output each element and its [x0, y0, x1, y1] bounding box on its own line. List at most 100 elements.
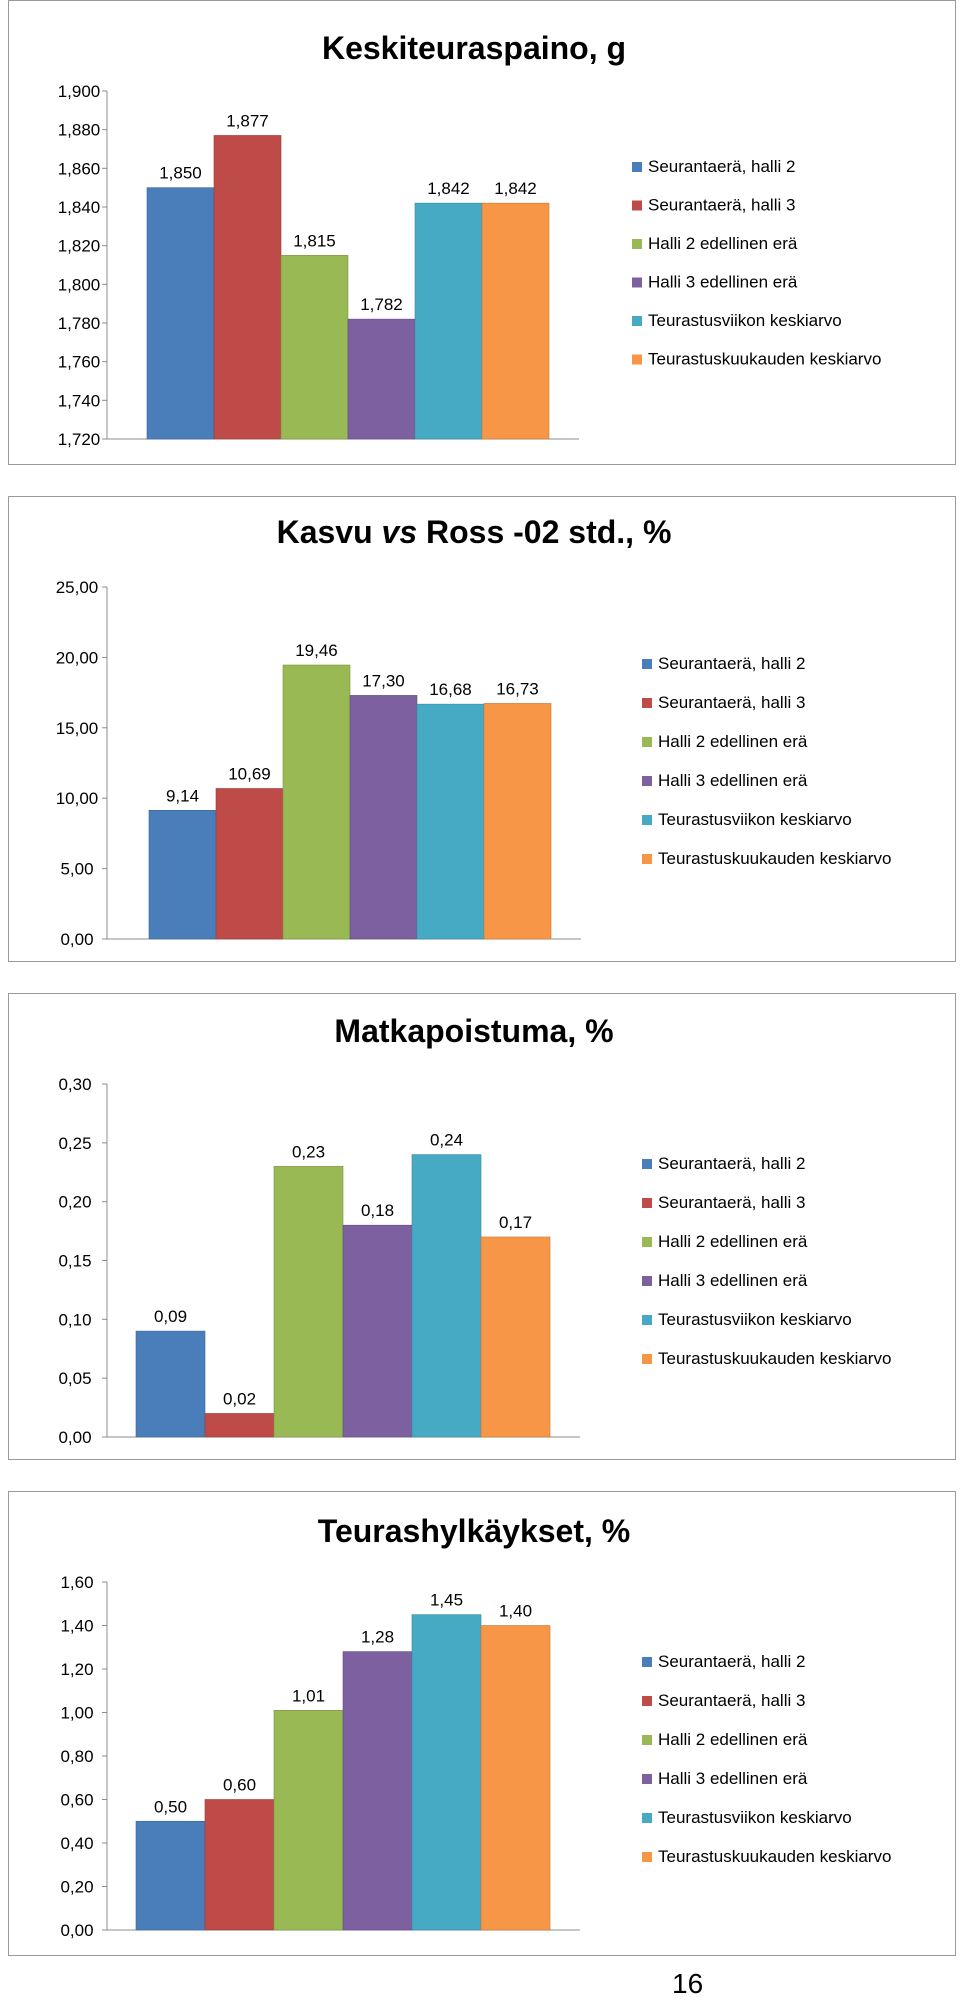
chart4-bar — [342, 1651, 413, 1931]
chart4-bar — [480, 1625, 551, 1931]
chart4-legend-swatch — [642, 1657, 652, 1667]
chart2-bar — [349, 695, 418, 940]
chart1-bar — [213, 135, 282, 440]
chart4-legend-label: Seurantaerä, halli 3 — [658, 1691, 805, 1710]
chart1-data-label: 1,815 — [293, 231, 336, 250]
chart2-legend-label: Teurastusviikon keskiarvo — [658, 810, 852, 829]
chart1-y-tick-label: 1,820 — [58, 237, 101, 256]
chart3-y-tick-label: 0,25 — [58, 1134, 91, 1153]
chart4-bar — [204, 1799, 275, 1931]
chart1-bar — [146, 187, 215, 440]
chart2-y-tick-label: 5,00 — [60, 860, 93, 879]
chart4-legend-label: Halli 2 edellinen erä — [658, 1730, 808, 1749]
chart1-y-tick-label: 1,880 — [58, 121, 101, 140]
chart3-data-label: 0,24 — [430, 1131, 463, 1150]
chart2-y-tick-label: 10,00 — [56, 789, 99, 808]
chart1-y-tick-label: 1,780 — [58, 314, 101, 333]
chart2-legend-label: Teurastuskuukauden keskiarvo — [658, 849, 891, 868]
chart4-y-tick-label: 1,20 — [60, 1660, 93, 1679]
chart1-bar — [347, 318, 416, 440]
chart3-legend-swatch — [642, 1237, 652, 1247]
chart3-y-tick-label: 0,05 — [58, 1369, 91, 1388]
chart1-y-tick-label: 1,860 — [58, 159, 101, 178]
chart1-legend-label: Halli 2 edellinen erä — [648, 234, 798, 253]
chart4-data-label: 1,45 — [430, 1591, 463, 1610]
chart4-legend-label: Seurantaerä, halli 2 — [658, 1652, 805, 1671]
chart2-legend-swatch — [642, 776, 652, 786]
chart1-data-label: 1,877 — [226, 111, 269, 130]
chart1-legend-swatch — [632, 354, 642, 365]
chart-panel-kasvu: Kasvu vs Ross -02 std., % 0,00 5,00 10,00 15… — [8, 496, 956, 962]
chart2-data-label: 9,14 — [166, 786, 199, 805]
chart1-legend-swatch — [632, 277, 642, 288]
chart4-y-tick-label: 0,40 — [60, 1834, 93, 1853]
chart1-bar — [481, 202, 550, 440]
chart4-y-tick-label: 0,00 — [60, 1921, 93, 1940]
chart2-bar — [483, 703, 552, 940]
chart1-legend-label: Teurastuskuukauden keskiarvo — [648, 350, 881, 369]
chart-teurashylkaykset: Teurashylkäykset, % 0,00 0,20 0,40 0,60 0,80 1… — [60, 1513, 891, 1940]
chart2-data-label: 17,30 — [362, 671, 405, 690]
chart1-y-tick-label: 1,900 — [58, 82, 101, 101]
chart4-data-label: 0,60 — [223, 1776, 256, 1795]
chart4-legend-swatch — [642, 1696, 652, 1706]
chart4-data-label: 0,50 — [154, 1797, 187, 1816]
chart1-bar — [414, 202, 483, 440]
chart3-data-label: 0,18 — [361, 1201, 394, 1220]
chart1-data-label: 1,782 — [360, 295, 403, 314]
chart-keskiteuraspaino: Keskiteuraspaino, g 1,720 1,740 1,760 1,780 1… — [58, 30, 882, 449]
chart3-legend-swatch — [642, 1354, 652, 1364]
chart3-legend-swatch — [642, 1198, 652, 1208]
chart4-legend-swatch — [642, 1813, 652, 1823]
chart2-legend-swatch — [642, 815, 652, 825]
chart3-legend-swatch — [642, 1159, 652, 1169]
chart4-bar — [273, 1710, 344, 1931]
chart3-data-label: 0,02 — [223, 1389, 256, 1408]
chart-matkapoistuma: Matkapoistuma, % 0,00 0,05 0,10 0,15 0,20 0,25… — [58, 1013, 891, 1447]
chart2-bar — [215, 788, 284, 940]
chart2-data-label: 10,69 — [228, 764, 271, 783]
chart1-legend-label: Halli 3 edellinen erä — [648, 273, 798, 292]
chart2-y-tick-label: 0,00 — [60, 930, 93, 949]
chart2-bar — [148, 810, 217, 940]
chart4-title: Teurashylkäykset, % — [318, 1513, 630, 1549]
chart2-bar — [282, 664, 351, 940]
chart2-bar — [416, 703, 485, 940]
chart3-y-tick-label: 0,20 — [58, 1193, 91, 1212]
chart1-legend-label: Seurantaerä, halli 3 — [648, 196, 795, 215]
page-number: 16 — [672, 1968, 704, 1999]
chart1-legend-swatch — [632, 316, 642, 326]
chart3-y-tick-label: 0,00 — [58, 1428, 91, 1447]
chart2-legend-swatch — [642, 854, 652, 864]
chart-panel-teurashylkaykset: Teurashylkäykset, % 0,00 0,20 0,40 0,60 0,80 1… — [8, 1491, 956, 1956]
chart3-legend-label: Halli 2 edellinen erä — [658, 1232, 808, 1251]
chart-panel-keskiteuraspaino: Keskiteuraspaino, g 1,720 1,740 1,760 1,780 1… — [8, 0, 956, 465]
chart3-data-label: 0,09 — [154, 1307, 187, 1326]
chart3-legend-label: Seurantaerä, halli 2 — [658, 1154, 805, 1173]
chart2-legend-swatch — [642, 737, 652, 747]
chart4-bar — [411, 1614, 482, 1931]
chart2-data-label: 16,73 — [496, 679, 539, 698]
chart4-data-label: 1,01 — [292, 1686, 325, 1705]
chart2-title: Kasvu vs Ross -02 std., % — [277, 514, 672, 550]
chart2-y-tick-label: 25,00 — [56, 578, 99, 597]
chart4-y-tick-label: 1,00 — [60, 1704, 93, 1723]
chart1-legend-label: Teurastusviikon keskiarvo — [648, 311, 842, 330]
chart1-y-tick-label: 1,740 — [58, 391, 101, 410]
chart3-legend-label: Halli 3 edellinen erä — [658, 1271, 808, 1290]
chart3-y-tick-label: 0,15 — [58, 1252, 91, 1271]
chart4-bar — [135, 1820, 206, 1931]
chart3-legend-label: Seurantaerä, halli 3 — [658, 1193, 805, 1212]
chart3-bar — [135, 1330, 206, 1438]
chart1-data-label: 1,842 — [494, 179, 537, 198]
chart1-legend-swatch — [632, 239, 642, 249]
chart-panel-matkapoistuma: Matkapoistuma, % 0,00 0,05 0,10 0,15 0,20 0,25… — [8, 993, 956, 1460]
chart1-y-tick-label: 1,720 — [58, 430, 101, 449]
chart4-y-tick-label: 0,60 — [60, 1791, 93, 1810]
chart3-legend-label: Teurastuskuukauden keskiarvo — [658, 1349, 891, 1368]
chart3-y-tick-label: 0,10 — [58, 1310, 91, 1329]
chart1-data-label: 1,842 — [427, 179, 470, 198]
chart1-bar — [280, 255, 349, 440]
chart4-legend-label: Teurastuskuukauden keskiarvo — [658, 1847, 891, 1866]
chart2-legend-swatch — [642, 698, 652, 708]
